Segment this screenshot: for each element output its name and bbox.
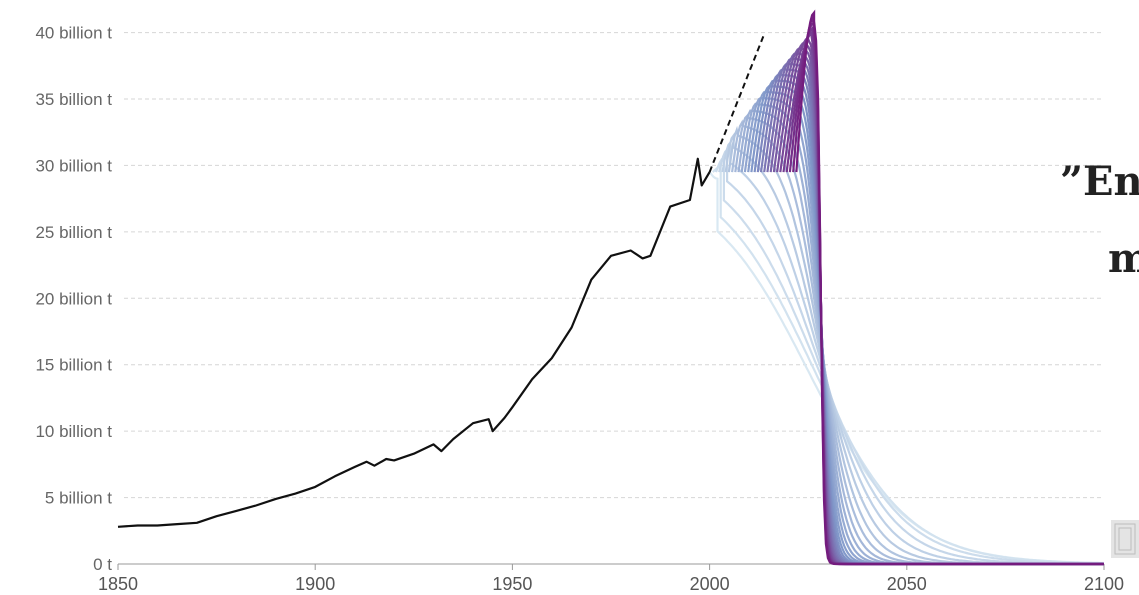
scenario-line <box>750 85 1103 566</box>
x-tick-label: 2050 <box>887 574 927 594</box>
scenario-line <box>712 165 1104 565</box>
x-tick-label: 2100 <box>1084 574 1124 594</box>
scenario-line <box>737 109 1103 566</box>
scenario-line <box>795 9 1104 566</box>
y-tick-label: 10 billion t <box>35 422 112 441</box>
y-tick-label: 15 billion t <box>35 356 112 375</box>
y-tick-label: 35 billion t <box>35 90 112 109</box>
y-tick-label: 0 t <box>93 555 112 574</box>
y-tick-label: 25 billion t <box>35 223 112 242</box>
scenario-line <box>792 14 1104 566</box>
x-tick-label: 1850 <box>98 574 138 594</box>
scenario-line <box>727 125 1103 566</box>
annotation: ”En m <box>1060 158 1139 282</box>
gridlines <box>124 32 1104 499</box>
x-tick-label: 1900 <box>295 574 335 594</box>
scenario-line <box>714 156 1103 565</box>
corner-widget-icon <box>1111 520 1139 558</box>
y-tick-label: 30 billion t <box>35 156 112 175</box>
scenario-line <box>718 147 1104 565</box>
x-tick-label: 1950 <box>492 574 532 594</box>
x-tick-label: 2000 <box>690 574 730 594</box>
historical-dashed-line <box>708 32 766 173</box>
y-tick-label: 5 billion t <box>45 489 112 508</box>
scenario-line <box>724 132 1103 566</box>
annotation-line-1: ”En <box>1060 158 1139 205</box>
historical-series <box>117 32 766 528</box>
projection-scenarios <box>708 9 1104 566</box>
annotation-line-2: m <box>1108 235 1139 282</box>
y-tick-label: 20 billion t <box>35 289 112 308</box>
scenario-line <box>708 171 1104 565</box>
tick-labels: 0 t 5 billion t 10 billion t 15 billion t 20… <box>35 24 1124 594</box>
historical-line <box>117 157 711 528</box>
y-tick-label: 40 billion t <box>35 24 112 43</box>
